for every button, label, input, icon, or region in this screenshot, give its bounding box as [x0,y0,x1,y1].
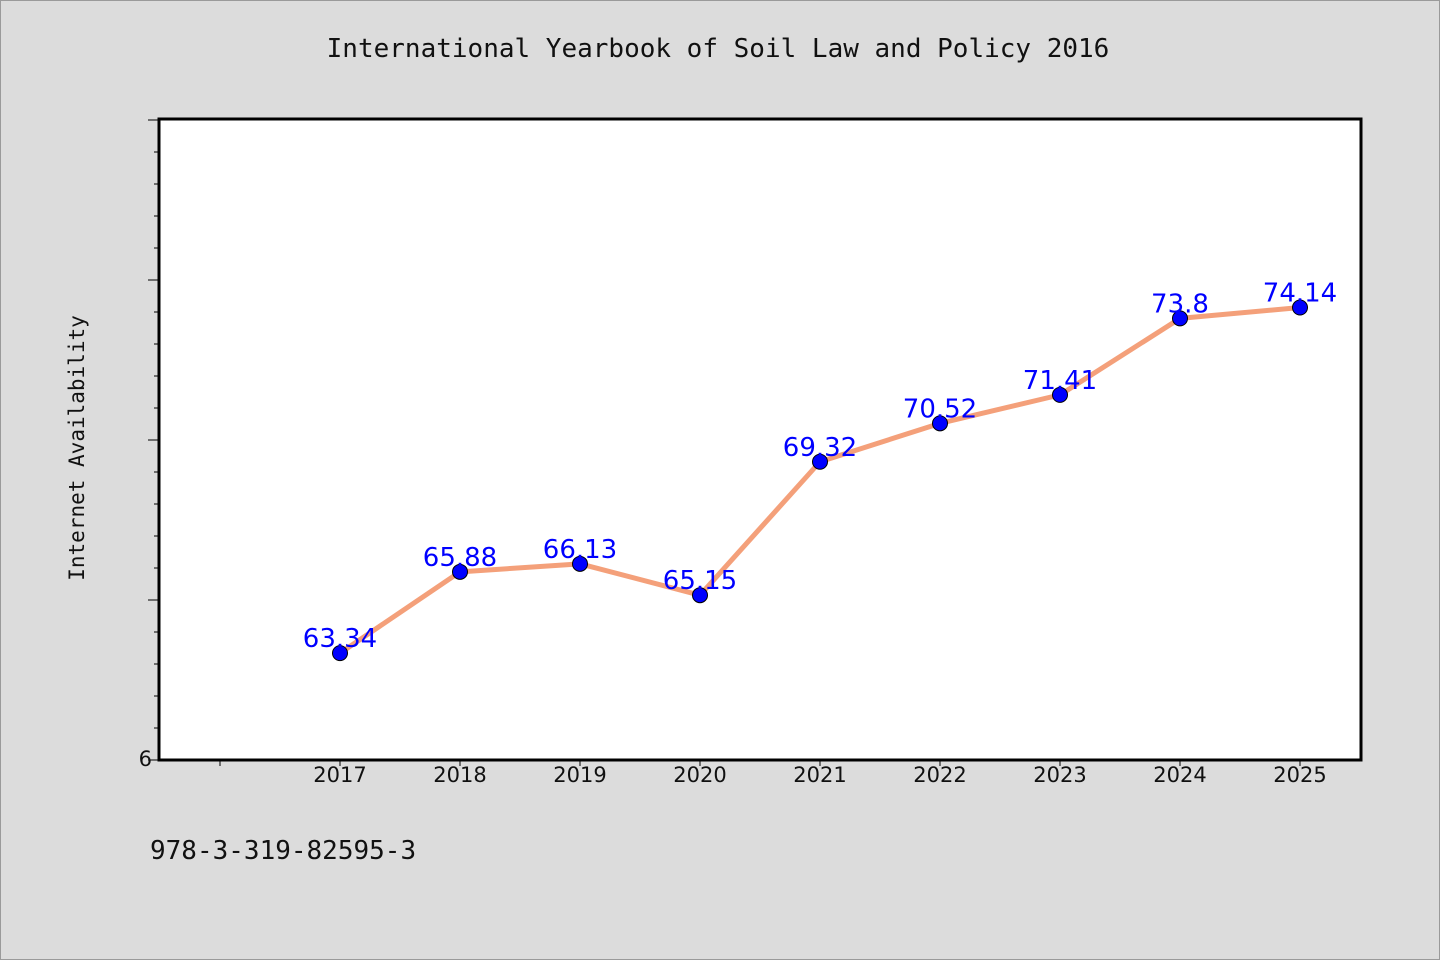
data-point-marker [812,453,828,470]
data-point-marker [572,555,588,572]
isbn-text: 978-3-319-82595-3 [150,836,417,866]
x-tick-label: 2024 [1153,763,1206,787]
data-label: 74.14 [1263,279,1337,309]
data-label: 66.13 [543,535,617,565]
data-label: 71.41 [1023,366,1097,396]
data-label: 65.15 [663,566,737,596]
x-tick-label: 2022 [913,763,966,787]
x-tick-label: 2018 [433,763,486,787]
data-point-marker [1172,310,1188,327]
x-tick-label: 2023 [1033,763,1086,787]
data-label: 70.52 [903,394,977,424]
data-label: 63.34 [303,624,377,654]
plot-area [157,117,1363,762]
x-tick-label: 2020 [673,763,726,787]
data-point-marker [692,587,708,604]
axis-ticks: 6 2017 2018 2019 2020 2021 2022 2023 2024 2025 [139,119,1327,787]
data-point-marker [932,415,948,432]
data-label: 73.8 [1151,289,1209,319]
data-label: 69.32 [783,433,857,463]
x-tick-label: 2025 [1273,763,1326,787]
data-label: 65.88 [423,543,497,573]
x-tick-label: 2017 [313,763,366,787]
x-tick-label: 2021 [793,763,846,787]
data-label-group: 63.34 65.88 66.13 65.15 69.32 70.52 71.41 73.8 7… [303,279,1337,655]
data-point-marker [1052,386,1068,403]
x-tick-label: 2019 [553,763,606,787]
data-point-marker [452,563,468,580]
data-point-marker [332,645,348,662]
y-tick-label: 6 [139,747,152,771]
data-point-marker [1292,299,1308,316]
chart-title: International Yearbook of Soil Law and P… [326,34,1110,64]
marker-group [332,299,1308,662]
